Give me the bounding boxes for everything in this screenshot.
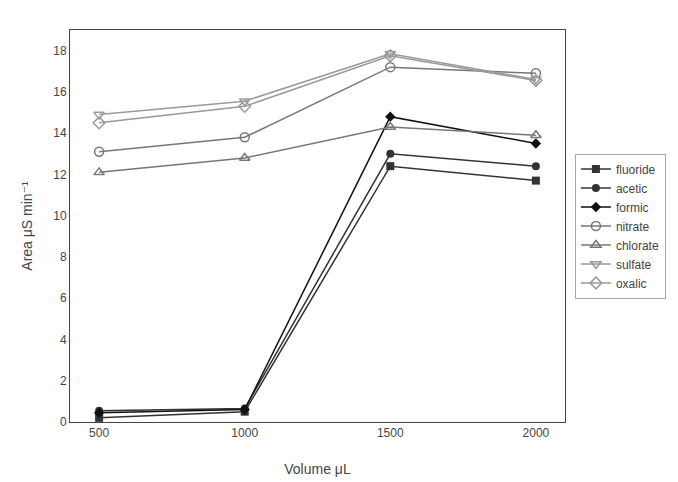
svg-text:10: 10: [53, 209, 67, 223]
svg-text:12: 12: [53, 168, 67, 182]
svg-text:1500: 1500: [377, 426, 404, 440]
svg-text:16: 16: [53, 85, 67, 99]
svg-text:nitrate: nitrate: [616, 220, 650, 234]
svg-text:oxalic: oxalic: [616, 277, 647, 291]
svg-text:4: 4: [60, 333, 67, 347]
svg-text:acetic: acetic: [616, 182, 647, 196]
svg-text:Area μS min⁻¹: Area μS min⁻¹: [19, 181, 35, 271]
svg-text:8: 8: [60, 250, 67, 264]
svg-text:0: 0: [60, 415, 67, 429]
svg-text:Volume μL: Volume μL: [284, 461, 351, 477]
svg-text:1000: 1000: [231, 426, 258, 440]
svg-text:2: 2: [60, 374, 67, 388]
svg-text:500: 500: [89, 426, 109, 440]
svg-text:14: 14: [53, 126, 67, 140]
svg-text:fluoride: fluoride: [616, 163, 656, 177]
svg-text:sulfate: sulfate: [616, 258, 652, 272]
svg-text:2000: 2000: [523, 426, 550, 440]
svg-text:18: 18: [53, 44, 67, 58]
svg-text:chlorate: chlorate: [616, 239, 659, 253]
svg-text:formic: formic: [616, 201, 649, 215]
svg-text:6: 6: [60, 291, 67, 305]
